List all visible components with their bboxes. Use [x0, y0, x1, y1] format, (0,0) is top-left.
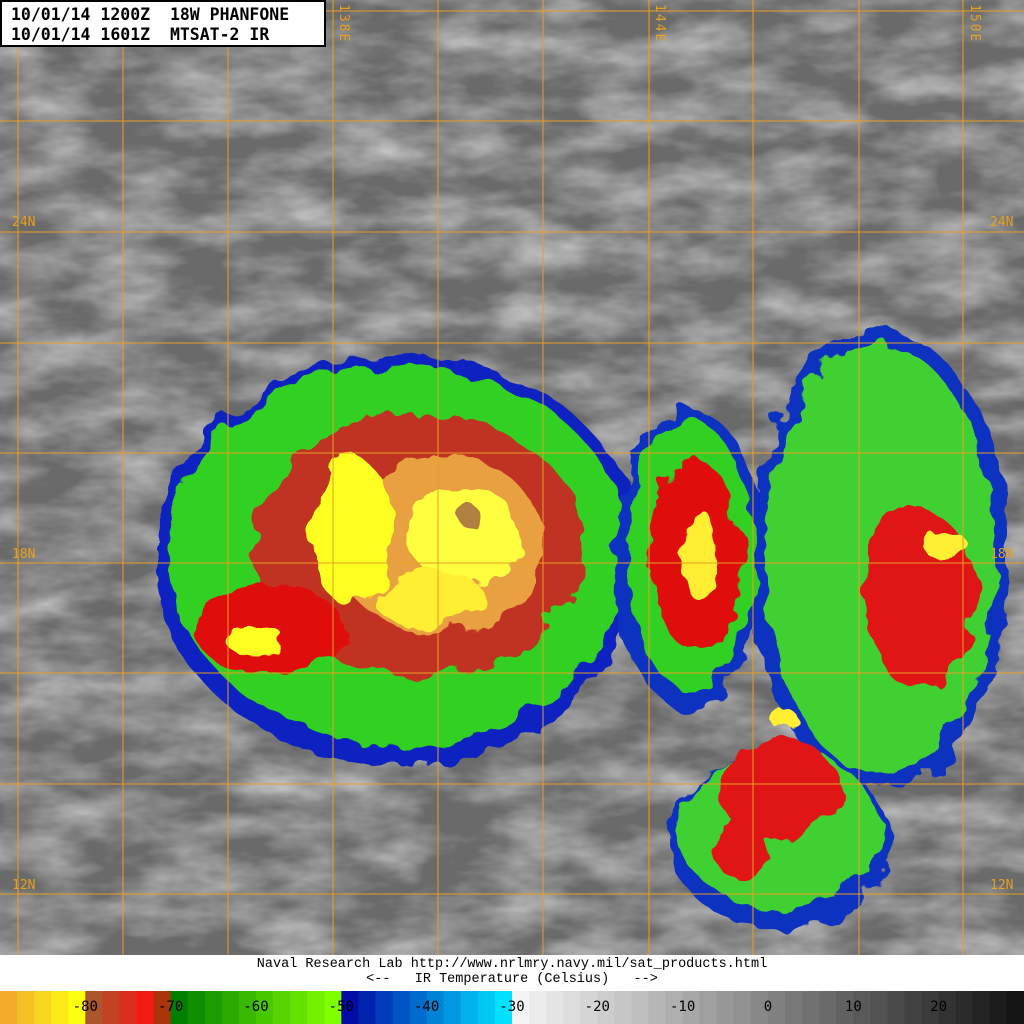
- colorbar-segment: [699, 991, 718, 1024]
- colorbar-segment: [443, 991, 462, 1024]
- colorbar-segment: [187, 991, 206, 1024]
- colorbar-segment: [170, 991, 189, 1024]
- colorbar-segment: [341, 991, 359, 1024]
- colorbar-tick-label: -30: [499, 999, 525, 1015]
- colorbar-segment: [563, 991, 581, 1024]
- storm-datetime-line: 10/01/14 1200Z 18W PHANFONE: [11, 5, 290, 24]
- colorbar-segment: [68, 991, 86, 1024]
- colorbar-tick-label: -10: [670, 999, 696, 1015]
- latitude-label-12n-left: 12N: [12, 878, 36, 893]
- colorbar-segment: [136, 991, 155, 1024]
- colorbar-segment: [34, 991, 52, 1024]
- longitude-label-150e: 150E: [967, 4, 982, 44]
- colorbar-segment: [546, 991, 564, 1024]
- colorbar-segment: [716, 991, 735, 1024]
- colorbar-segment: [426, 991, 445, 1024]
- colorbar-segment: [324, 991, 342, 1024]
- latitude-label-24n-left: 24N: [12, 215, 36, 230]
- footer-caption: Naval Research Lab http://www.nrlmry.nav…: [0, 955, 1024, 991]
- latitude-label-12n-right: 12N: [990, 878, 1014, 893]
- colorbar-segment: [802, 991, 820, 1024]
- colorbar-segment: [0, 991, 18, 1024]
- colorbar-tick-label: -50: [328, 999, 354, 1015]
- colorbar-segment: [614, 991, 632, 1024]
- colorbar-segment: [290, 991, 308, 1024]
- latitude-label-18n-left: 18N: [12, 547, 36, 562]
- colorbar-segment: [836, 991, 854, 1024]
- colorbar-tick-label: 10: [844, 999, 862, 1015]
- colorbar-segment: [682, 991, 701, 1024]
- colorbar-segment: [853, 991, 871, 1024]
- colorbar-segment: [904, 991, 923, 1024]
- colorbar-segment: [460, 991, 479, 1024]
- colorbar-segment: [938, 991, 957, 1024]
- scale-caption: <-- IR Temperature (Celsius) -->: [366, 972, 658, 987]
- colorbar-tick-label: -40: [414, 999, 440, 1015]
- lat-lon-grid: [0, 0, 1024, 955]
- colorbar-segment: [870, 991, 888, 1024]
- colorbar-segment: [648, 991, 667, 1024]
- colorbar-segment: [887, 991, 906, 1024]
- colorbar-segment: [768, 991, 786, 1024]
- colorbar-segment: [733, 991, 752, 1024]
- colorbar-segment: [273, 991, 291, 1024]
- latitude-label-18n-right: 18N: [990, 547, 1014, 562]
- longitude-label-144e: 144E: [652, 4, 667, 44]
- colorbar-tick-label: -20: [584, 999, 610, 1015]
- colorbar-segment: [750, 991, 769, 1024]
- colorbar-segment: [256, 991, 274, 1024]
- colorbar-segment: [494, 991, 513, 1024]
- colorbar-segment: [665, 991, 684, 1024]
- colorbar-segment: [989, 991, 1008, 1024]
- colorbar-segment: [85, 991, 103, 1024]
- colorbar-segment: [409, 991, 428, 1024]
- colorbar-segment: [119, 991, 138, 1024]
- colorbar-tick-label: -80: [72, 999, 98, 1015]
- colorbar-segment: [392, 991, 411, 1024]
- colorbar-segment: [204, 991, 223, 1024]
- colorbar-segment: [221, 991, 240, 1024]
- colorbar-tick-label: 20: [930, 999, 948, 1015]
- colorbar-segment: [477, 991, 496, 1024]
- colorbar-segment: [238, 991, 257, 1024]
- colorbar-segment: [375, 991, 394, 1024]
- colorbar-segment: [358, 991, 376, 1024]
- colorbar-segment: [972, 991, 991, 1024]
- colorbar-segment: [1006, 991, 1024, 1024]
- colorbar-tick-label: -70: [158, 999, 184, 1015]
- colorbar-segment: [597, 991, 615, 1024]
- temperature-colorbar: [0, 991, 1024, 1024]
- latitude-label-24n-right: 24N: [990, 215, 1014, 230]
- colorbar-segment: [153, 991, 172, 1024]
- sensor-datetime-line: 10/01/14 1601Z MTSAT-2 IR: [11, 25, 270, 44]
- colorbar-segment: [631, 991, 650, 1024]
- colorbar-segment: [307, 991, 325, 1024]
- colorbar-tick-label: -60: [243, 999, 269, 1015]
- colorbar-segment: [580, 991, 598, 1024]
- colorbar-tick-label: 0: [763, 999, 773, 1015]
- colorbar-segment: [17, 991, 35, 1024]
- longitude-label-138e: 138E: [336, 4, 351, 44]
- colorbar-segment: [819, 991, 837, 1024]
- colorbar-segment: [51, 991, 69, 1024]
- colorbar-segment: [921, 991, 940, 1024]
- colorbar-segment: [529, 991, 547, 1024]
- colorbar-segment: [102, 991, 120, 1024]
- image-title-box: 10/01/14 1200Z 18W PHANFONE 10/01/14 1601…: [0, 0, 326, 47]
- colorbar-segment: [955, 991, 974, 1024]
- credit-text: Naval Research Lab http://www.nrlmry.nav…: [256, 957, 768, 972]
- convective-cloud-tops: [155, 330, 1010, 930]
- colorbar-segment: [512, 991, 530, 1024]
- colorbar-segment: [785, 991, 803, 1024]
